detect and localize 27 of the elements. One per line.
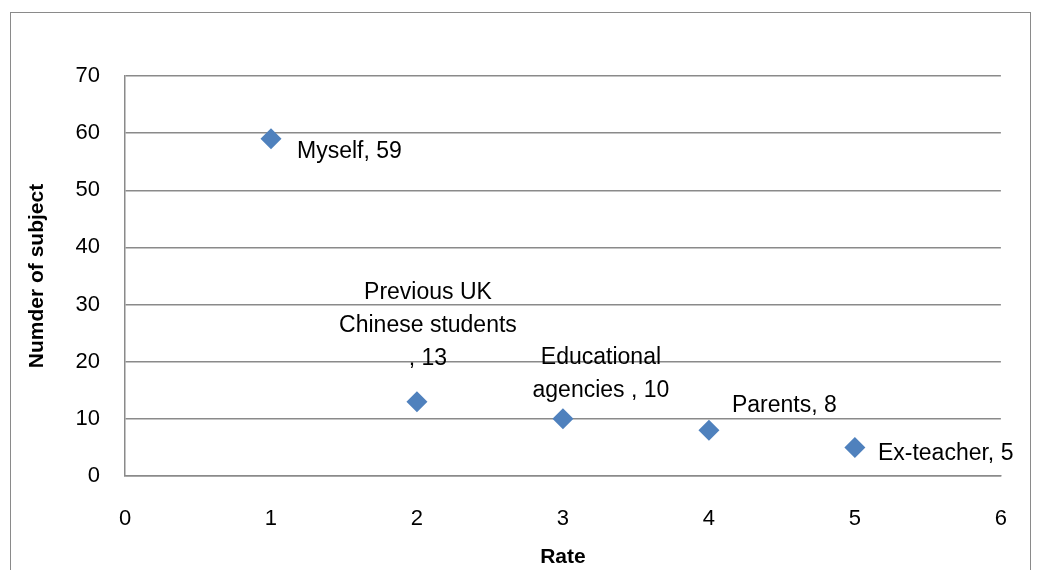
point (260, 128, 282, 150)
x-axis-title: Rate (540, 544, 586, 568)
x-tick-label: 4 (702, 505, 716, 531)
x-tick-label: 6 (994, 505, 1008, 531)
y-tick-label: 50 (75, 176, 100, 202)
y-tick-label: 40 (75, 233, 100, 259)
y-tick-label: 0 (87, 462, 100, 488)
x-tick-label: 0 (118, 505, 132, 531)
point (698, 419, 720, 441)
data-label: Parents, 8 (731, 390, 837, 417)
y-tick-label: 30 (75, 290, 100, 316)
y-tick-label: 70 (75, 62, 100, 88)
data-label: Previous UK Chinese students , 13 (339, 278, 517, 371)
x-tick-label: 2 (410, 505, 424, 531)
y-axis-title: Numder of subject (24, 183, 48, 369)
point (406, 391, 428, 413)
x-tick-label: 3 (556, 505, 570, 531)
data-label: Educational agencies , 10 (532, 343, 670, 403)
data-label: Ex-teacher, 5 (877, 438, 1014, 465)
y-tick-label: 20 (75, 347, 100, 373)
x-tick-label: 5 (848, 505, 862, 531)
x-tick-label: 1 (264, 505, 278, 531)
y-tick-label: 60 (75, 119, 100, 145)
point (844, 436, 866, 458)
y-tick-label: 10 (75, 404, 100, 430)
data-label: Myself, 59 (296, 137, 402, 164)
point (552, 408, 574, 430)
